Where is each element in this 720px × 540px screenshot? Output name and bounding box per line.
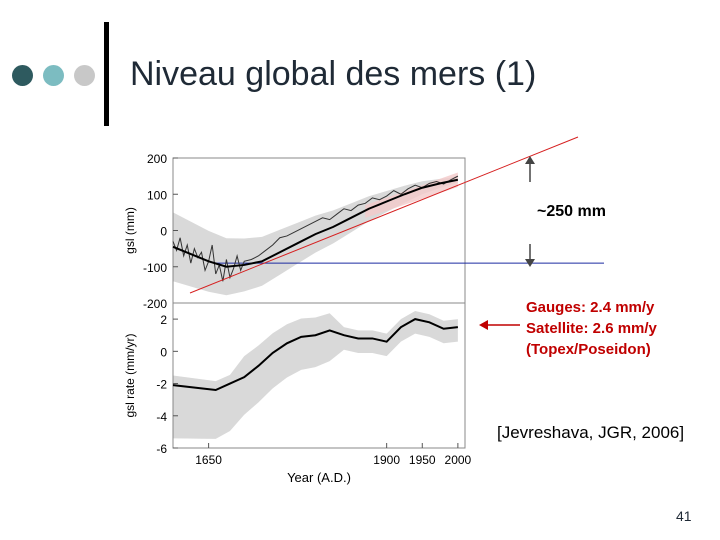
dot-dark bbox=[12, 65, 33, 86]
dot-teal bbox=[43, 65, 64, 86]
rate-xtick-label: 1900 bbox=[373, 453, 400, 467]
dot-grey bbox=[74, 65, 95, 86]
rate-line-satellite: Satellite: 2.6 mm/y bbox=[526, 320, 657, 337]
delta-annotation: ~250 mm bbox=[537, 203, 606, 220]
page-number: 41 bbox=[676, 508, 692, 524]
reference-citation: [Jevreshava, JGR, 2006] bbox=[497, 423, 685, 442]
delta-arrow-down-head bbox=[525, 259, 535, 267]
rate-line-mission: (Topex/Poseidon) bbox=[526, 341, 651, 358]
rate-frame bbox=[172, 302, 466, 449]
rate-annotation: Gauges: 2.4 mm/y Satellite: 2.6 mm/y (To… bbox=[526, 297, 657, 360]
rate-ytick-label: -2 bbox=[156, 378, 167, 392]
gsl-ytick-label: -100 bbox=[143, 261, 167, 275]
decorative-dots bbox=[12, 65, 97, 87]
trend-line bbox=[189, 136, 579, 294]
rate-ytick-label: 2 bbox=[160, 313, 167, 327]
rate-line-gauges: Gauges: 2.4 mm/y bbox=[526, 299, 655, 316]
title-divider bbox=[104, 22, 109, 126]
rate-pointer-arrow-head bbox=[479, 320, 488, 330]
rate-uncertainty-band bbox=[173, 311, 458, 439]
gsl-panel: 200 100 0 -100 -200 gsl (mm) bbox=[123, 136, 604, 311]
rate-xtick-label: 1950 bbox=[409, 453, 436, 467]
rate-ytick-label: -6 bbox=[156, 442, 167, 456]
gsl-rate-panel: 2 0 -2 -4 -6 1650 1900 1950 2000 gsl rate (mm/yr)… bbox=[123, 302, 472, 485]
gsl-ytick-label: -200 bbox=[143, 297, 167, 311]
slide-title: Niveau global des mers (1) bbox=[130, 55, 537, 93]
rate-xtick-label: 2000 bbox=[445, 453, 472, 467]
gsl-smooth-line bbox=[172, 178, 459, 268]
gsl-ytick-label: 100 bbox=[147, 188, 167, 202]
rate-ylabel: gsl rate (mm/yr) bbox=[123, 333, 137, 417]
rate-xtick-label: 1650 bbox=[195, 453, 222, 467]
rate-ytick-label: -4 bbox=[156, 410, 167, 424]
rate-ytick-label: 0 bbox=[160, 345, 167, 359]
rate-xlabel: Year (A.D.) bbox=[287, 470, 351, 485]
delta-arrow-up-head bbox=[525, 156, 535, 164]
gsl-ytick-label: 0 bbox=[160, 225, 167, 239]
chart-overlay bbox=[479, 156, 535, 330]
rate-line bbox=[172, 318, 458, 392]
gsl-ylabel: gsl (mm) bbox=[123, 207, 137, 254]
gsl-ytick-label: 200 bbox=[147, 152, 167, 166]
